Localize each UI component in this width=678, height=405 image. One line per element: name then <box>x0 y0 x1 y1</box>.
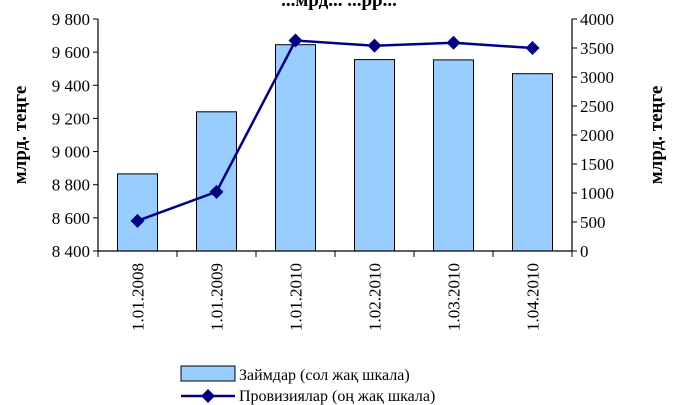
provisions-point-1.03.2010 <box>446 35 461 50</box>
x-tick-label: 1.01.2010 <box>287 263 306 331</box>
y-right-tick-label: 1000 <box>580 184 614 203</box>
y-left-tick-label: 9 800 <box>52 10 90 29</box>
provisions-line <box>137 39 533 222</box>
right-tick-labels: 0 500 1000 1500 2000 2500 3000 3500 4000 <box>580 10 614 261</box>
bar-1.03.2010 <box>433 59 474 252</box>
left-tick-labels: 8 400 8 600 8 800 9 000 9 200 9 400 9 600 9 800 <box>52 10 90 261</box>
bar-1.01.2009 <box>196 111 237 252</box>
legend-swatch-loans <box>180 365 236 382</box>
axes-layer <box>93 18 577 257</box>
bar-1.04.2010 <box>512 73 553 252</box>
bar-1.01.2010 <box>275 44 316 252</box>
y-right-axis-label: млрд. теңге <box>646 86 667 185</box>
chart-title: ...мрд... ...рр... <box>281 0 397 11</box>
y-left-axis-label: млрд. теңге <box>10 86 31 185</box>
x-tick-label: 1.03.2010 <box>445 263 464 331</box>
bars-layer <box>117 44 553 252</box>
x-tick-labels: 1.01.2008 1.01.2009 1.01.2010 1.02.2010 1.03… <box>129 263 543 331</box>
provisions-point-1.01.2008 <box>130 213 145 228</box>
y-right-tick-label: 4000 <box>580 10 614 29</box>
y-right-tick-label: 2000 <box>580 126 614 145</box>
bar-1.02.2010 <box>354 59 395 252</box>
y-right-tick-label: 3000 <box>580 68 614 87</box>
line-layer <box>130 33 540 228</box>
y-right-tick-label: 3500 <box>580 39 614 58</box>
x-tick-label: 1.01.2008 <box>129 263 148 331</box>
legend-label-provisions: Провизиялар (оң жақ шкала) <box>239 388 435 405</box>
y-left-tick-label: 9 000 <box>52 143 90 162</box>
y-left-tick-label: 9 400 <box>52 76 90 95</box>
provisions-point-1.04.2010 <box>525 41 540 55</box>
y-right-tick-label: 500 <box>580 213 606 232</box>
y-right-tick-label: 2500 <box>580 97 614 116</box>
legend-label-loans: Займдар (сол жақ шкала) <box>239 367 410 384</box>
y-left-tick-label: 9 600 <box>52 43 90 62</box>
y-left-tick-label: 8 400 <box>52 242 90 261</box>
provisions-point-1.02.2010 <box>367 38 382 53</box>
x-tick-label: 1.02.2010 <box>366 263 385 331</box>
bar-1.01.2008 <box>117 173 158 252</box>
y-left-tick-label: 8 800 <box>52 176 90 195</box>
legend-marker-provisions <box>201 389 215 403</box>
x-tick-label: 1.04.2010 <box>524 263 543 331</box>
provisions-point-1.01.2010 <box>288 33 303 48</box>
y-right-tick-label: 0 <box>580 242 589 261</box>
x-tick-label: 1.01.2009 <box>208 263 227 331</box>
legend: Займдар (сол жақ шкала) Провизиялар (оң … <box>180 365 435 405</box>
y-left-tick-label: 9 200 <box>52 109 90 128</box>
y-left-tick-label: 8 600 <box>52 209 90 228</box>
provisions-point-1.01.2009 <box>209 184 224 199</box>
y-right-tick-label: 1500 <box>580 155 614 174</box>
